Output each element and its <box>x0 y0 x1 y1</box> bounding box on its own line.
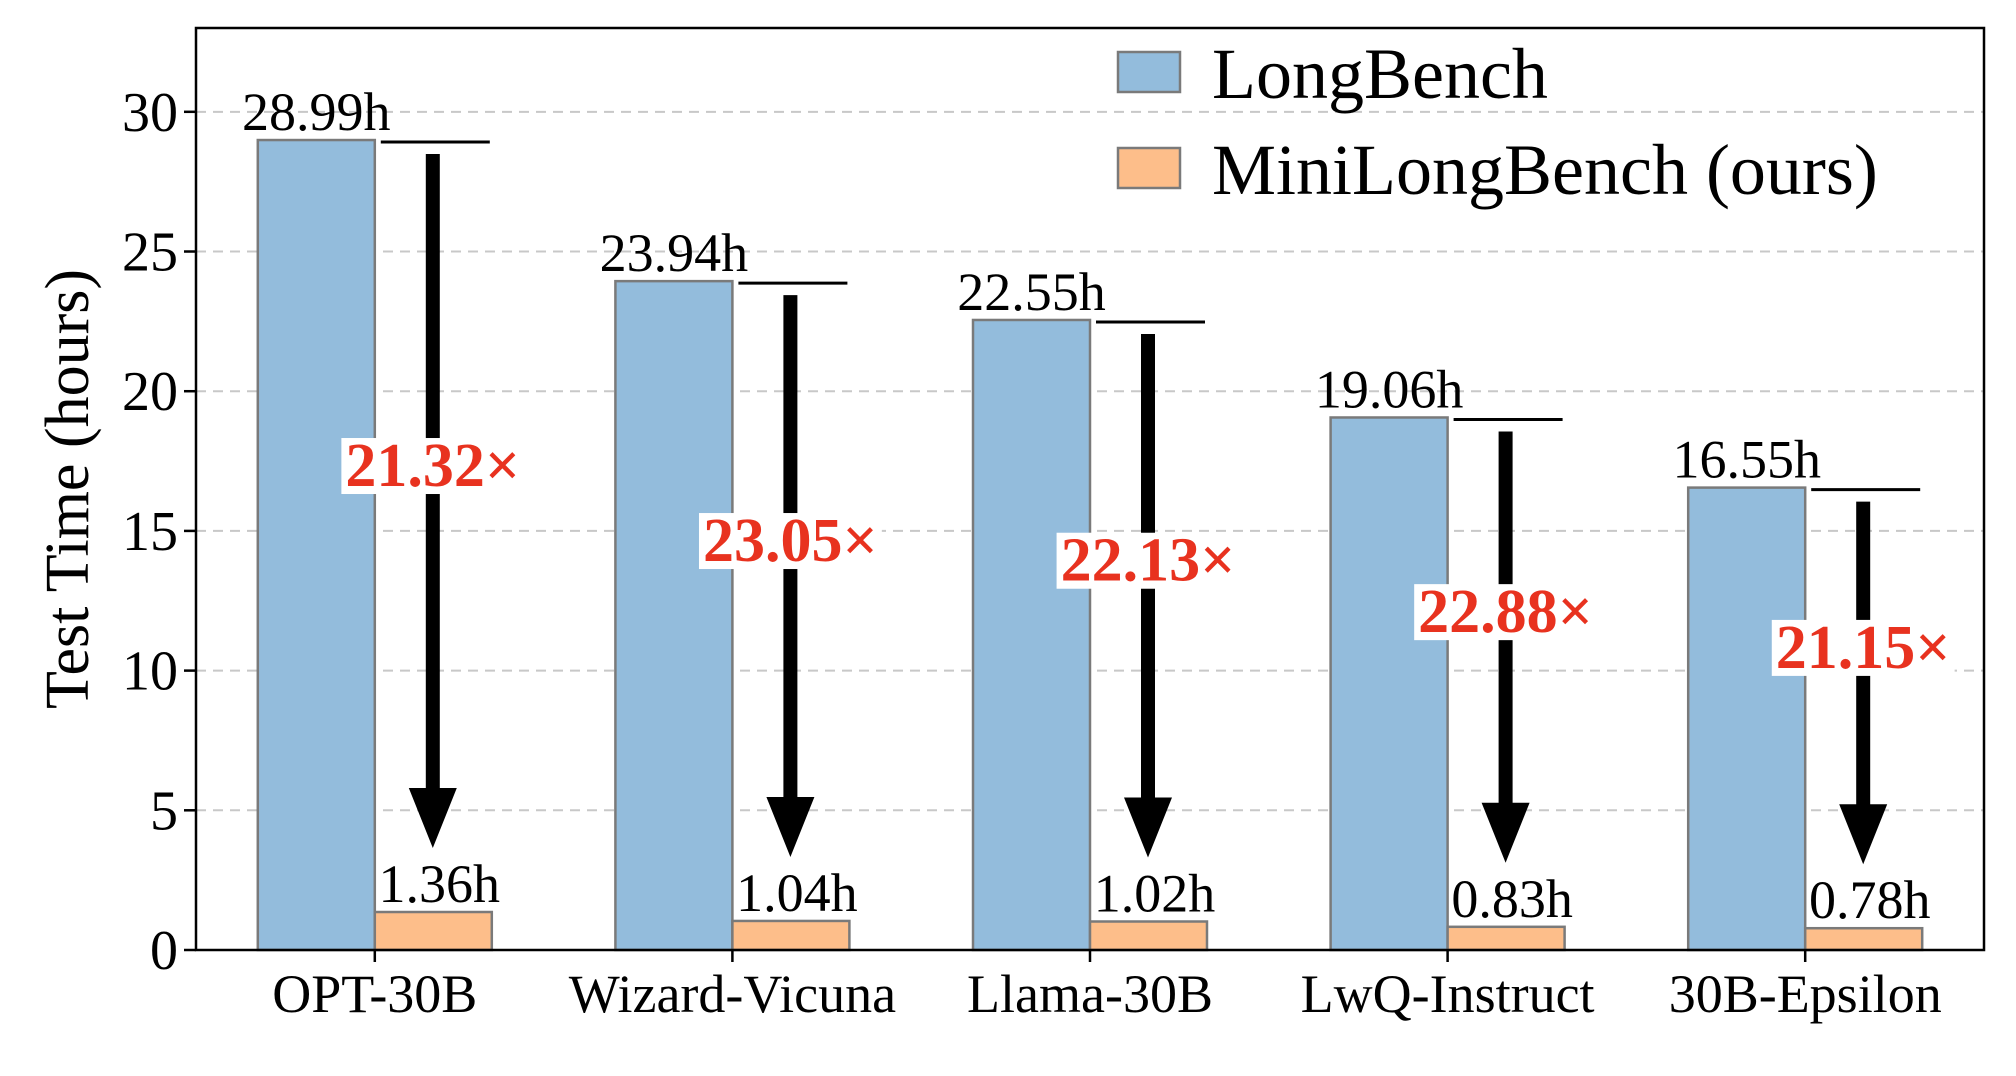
value-label-longbench: 22.55h <box>957 262 1106 322</box>
bars <box>256 138 1924 952</box>
bar-minilongbench <box>373 910 494 952</box>
value-label-minilongbench: 0.83h <box>1451 869 1573 929</box>
bar-minilongbench <box>731 919 851 952</box>
speedup-label: 22.88× <box>1418 578 1593 646</box>
x-tick-label: 30B-Epsilon <box>1669 964 1942 1024</box>
speedup-arrow-head <box>408 788 457 849</box>
y-axis-title: Test Time (hours) <box>34 269 102 709</box>
legend-label: LongBench <box>1212 34 1548 114</box>
speedup-label-bg <box>698 513 882 570</box>
legend-swatch <box>1116 146 1182 190</box>
bar-longbench <box>256 138 377 952</box>
value-label-minilongbench: 0.78h <box>1809 870 1931 930</box>
y-tick-label: 10 <box>122 641 178 703</box>
speedup-label-bg <box>1056 532 1240 589</box>
y-tick-label: 30 <box>122 82 178 144</box>
speedup-arrow-head <box>1839 804 1888 865</box>
legend-swatch <box>1116 50 1182 94</box>
axes: 0 5 10 15 20 25 30 Test Time (hours) OPT-30B Wiza… <box>34 26 1986 1024</box>
value-label-longbench: 19.06h <box>1315 359 1464 419</box>
bar-minilongbench <box>1446 925 1566 952</box>
value-label-longbench: 28.99h <box>242 82 391 142</box>
value-label-minilongbench: 1.02h <box>1094 864 1216 924</box>
y-tick-label: 5 <box>150 780 178 842</box>
bar-minilongbench <box>1088 920 1209 952</box>
value-label-minilongbench: 1.36h <box>379 854 501 914</box>
y-tick-label: 25 <box>122 222 178 284</box>
bar-longbench <box>614 279 734 952</box>
y-tick-label: 0 <box>150 920 178 982</box>
speedup-label: 21.15× <box>1776 614 1951 682</box>
speedup-arrow-head <box>1481 802 1530 863</box>
bar-minilongbench <box>1803 926 1924 952</box>
x-tick-label: LwQ-Instruct <box>1301 964 1595 1024</box>
speedup-arrow-head <box>766 796 815 857</box>
x-tick-label: OPT-30B <box>272 964 477 1024</box>
legend-label: MiniLongBench (ours) <box>1212 130 1878 210</box>
bar-longbench <box>1686 486 1807 952</box>
speedup-arrow-head <box>1124 797 1172 858</box>
data-labels: 28.99h 1.36h 21.32× 23.94h 1.04h 23.05× 22.55h… <box>242 82 1955 930</box>
speedup-label: 21.32× <box>345 432 520 500</box>
value-label-minilongbench: 1.04h <box>736 863 858 923</box>
x-tick-label: Llama-30B <box>967 964 1213 1024</box>
speedup-label-bg <box>1771 619 1955 676</box>
speedup-label: 22.13× <box>1061 527 1236 595</box>
value-label-longbench: 16.55h <box>1672 430 1821 490</box>
speedup-label-bg <box>341 438 525 495</box>
speedup-label: 23.05× <box>703 507 878 575</box>
bar-longbench <box>1329 416 1449 952</box>
value-label-longbench: 23.94h <box>600 223 749 283</box>
y-tick-label: 20 <box>122 361 178 423</box>
y-tick-label: 15 <box>122 501 178 563</box>
speedup-label-bg <box>1414 584 1598 641</box>
x-tick-label: Wizard-Vicuna <box>569 964 896 1024</box>
legend: LongBench MiniLongBench (ours) <box>1116 34 1878 210</box>
bar-longbench <box>971 318 1092 952</box>
